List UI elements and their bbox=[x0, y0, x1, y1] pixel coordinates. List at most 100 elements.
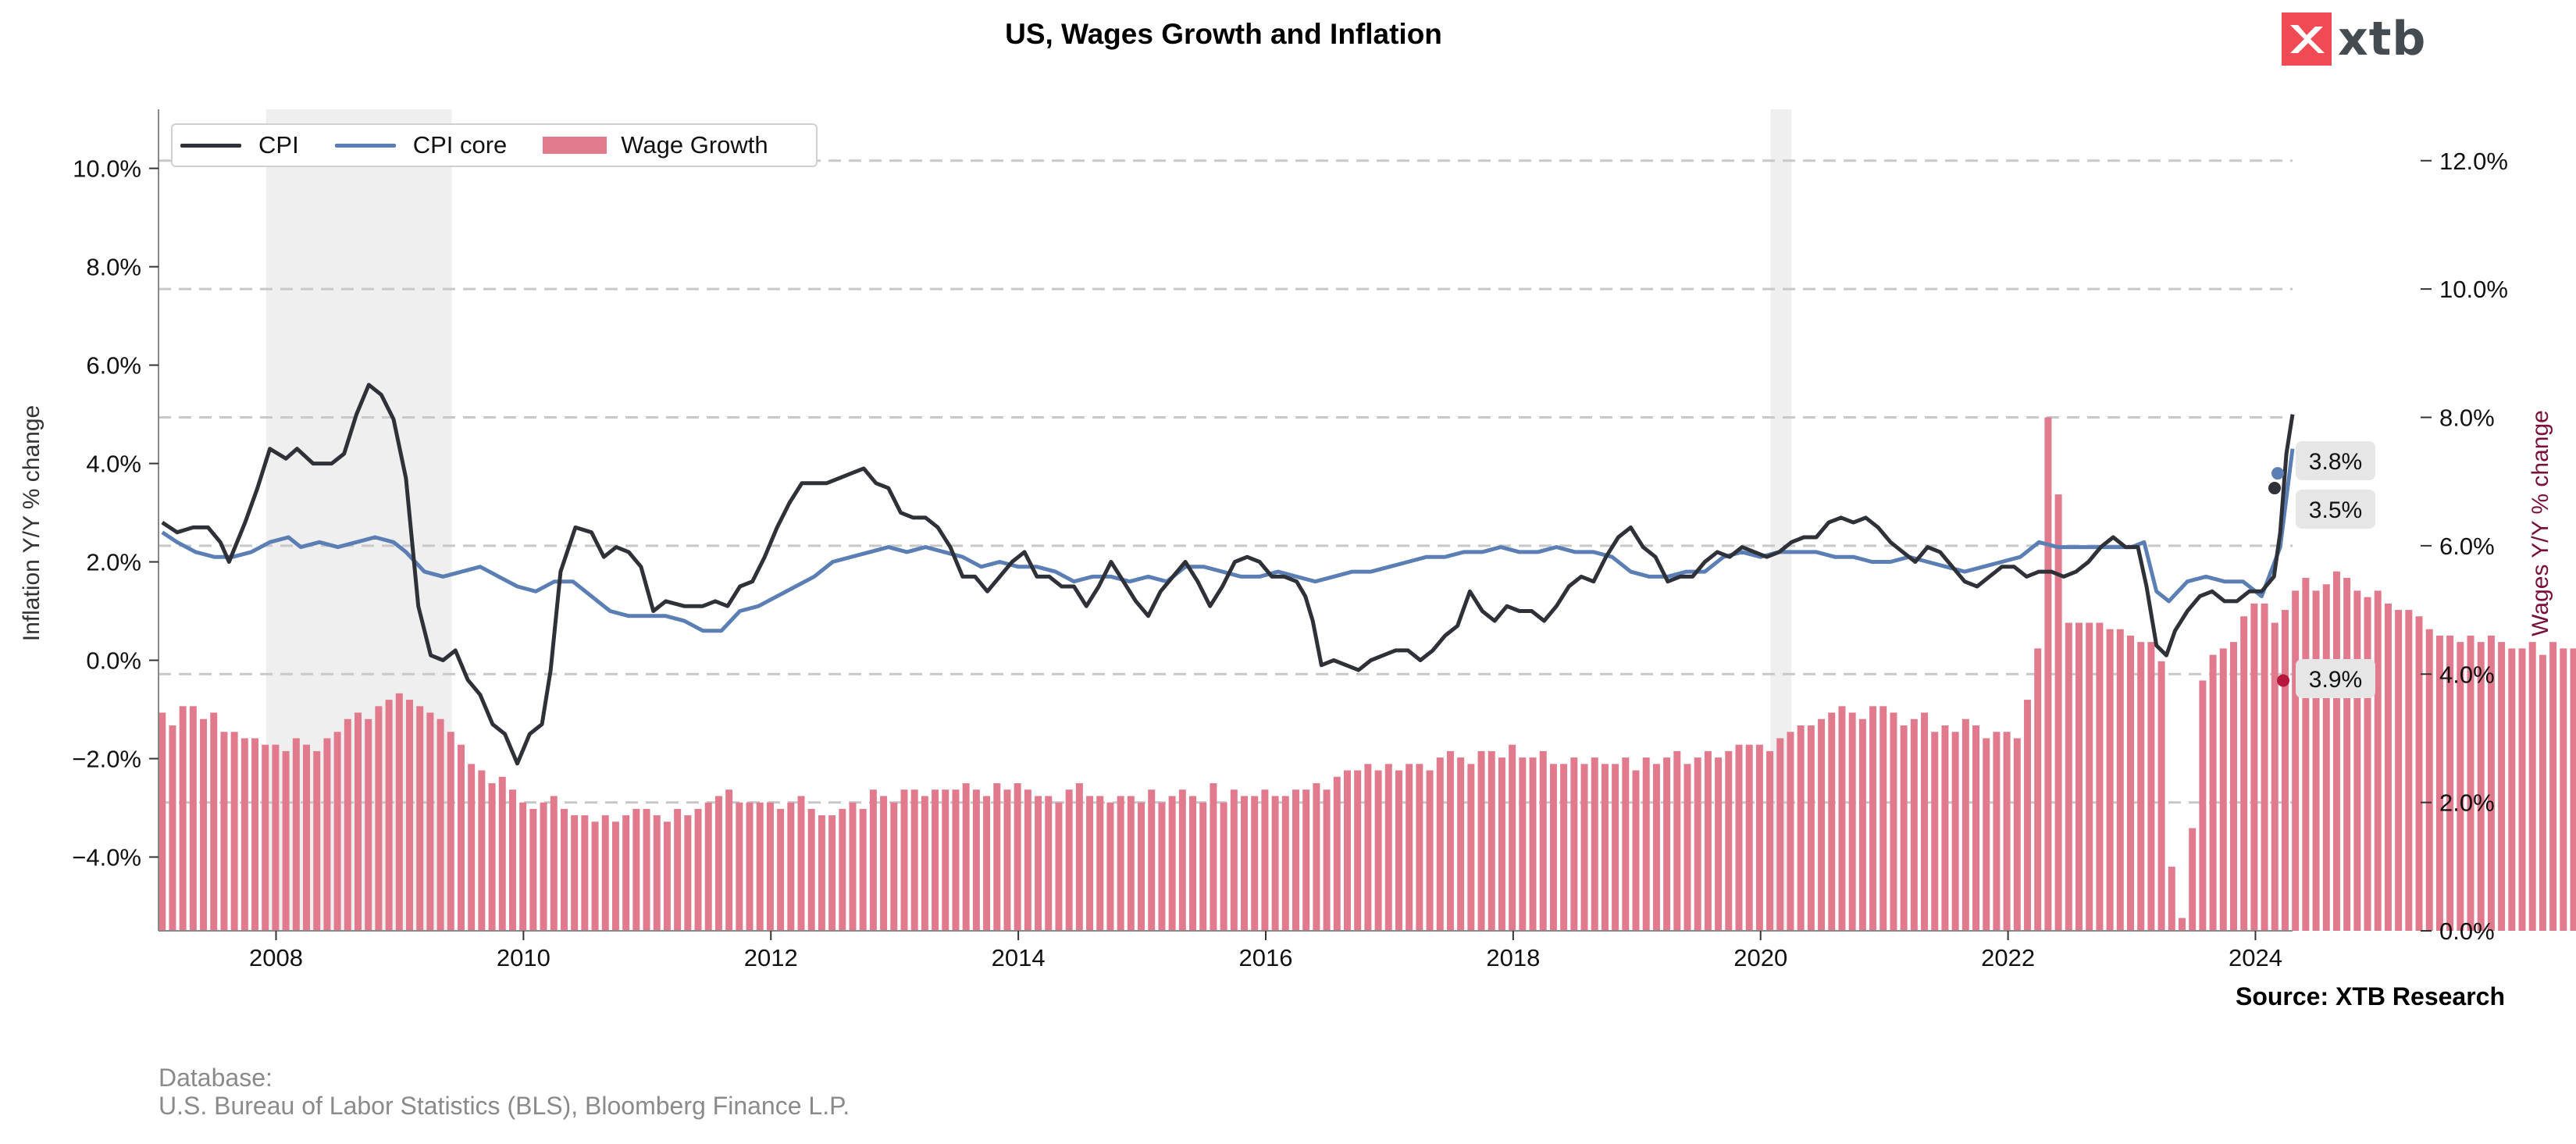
end-marker-cpi-core bbox=[2271, 467, 2284, 480]
wage-bar bbox=[1148, 789, 1156, 931]
wage-bar bbox=[910, 789, 918, 931]
wage-bar bbox=[2435, 635, 2443, 931]
wage-bar bbox=[1313, 782, 1320, 931]
legend-item-cpi-core: CPI core bbox=[334, 131, 507, 159]
wage-bar bbox=[478, 770, 486, 931]
wage-bar bbox=[1828, 712, 1836, 931]
wage-bar bbox=[1189, 796, 1197, 931]
wage-bar bbox=[900, 789, 908, 931]
wage-bar bbox=[1323, 789, 1331, 931]
wage-bar bbox=[457, 744, 465, 931]
wage-bar bbox=[1755, 744, 1763, 931]
wage-bar bbox=[1704, 750, 1712, 931]
end-label-cpi-core: 3.8% bbox=[2309, 449, 2362, 475]
database-text: U.S. Bureau of Labor Statistics (BLS), B… bbox=[159, 1092, 850, 1120]
wage-bar bbox=[1807, 725, 1815, 931]
xtb-logo-text: xtb bbox=[2338, 12, 2427, 66]
x-tick-label: 2022 bbox=[1981, 944, 2035, 971]
wage-bar bbox=[1127, 796, 1135, 931]
wage-bar bbox=[2302, 577, 2310, 931]
wage-bar bbox=[1972, 725, 1980, 931]
wage-bar bbox=[921, 796, 928, 931]
wage-bar bbox=[210, 712, 218, 931]
wage-bar bbox=[714, 796, 722, 931]
wage-bar bbox=[1961, 718, 1969, 931]
right-tick-label: 12.0% bbox=[2439, 148, 2508, 175]
wage-bar bbox=[2199, 680, 2207, 931]
left-tick-label: −2.0% bbox=[72, 746, 141, 773]
xtb-logo-icon bbox=[2282, 12, 2332, 66]
wage-bar bbox=[1787, 732, 1794, 931]
wage-bar bbox=[1138, 802, 1145, 931]
wage-bar bbox=[736, 802, 743, 931]
wage-bar bbox=[2013, 738, 2021, 931]
wage-bar bbox=[1570, 757, 1578, 931]
x-tick-label: 2014 bbox=[992, 944, 1046, 971]
wage-bar bbox=[807, 808, 815, 931]
right-tick-label: 0.0% bbox=[2439, 918, 2495, 945]
wage-bar bbox=[1549, 764, 1557, 931]
wage-bar bbox=[313, 750, 321, 931]
wage-bar bbox=[1632, 770, 1640, 931]
wage-bar bbox=[344, 718, 351, 931]
wage-bar bbox=[272, 744, 280, 931]
wage-bar bbox=[1591, 757, 1598, 931]
left-tick-label: 6.0% bbox=[86, 352, 141, 380]
x-tick-label: 2008 bbox=[249, 944, 303, 971]
wage-bar bbox=[2219, 648, 2227, 931]
wage-bar bbox=[508, 789, 516, 931]
wage-bar bbox=[488, 782, 496, 931]
wage-bar bbox=[2116, 629, 2124, 931]
wage-bar bbox=[663, 821, 671, 931]
wage-bar bbox=[1612, 764, 1619, 931]
wage-bar bbox=[159, 712, 166, 931]
wage-bar bbox=[2096, 622, 2104, 931]
wage-bar bbox=[1900, 725, 1908, 931]
wage-bar bbox=[1106, 802, 1114, 931]
wage-bar bbox=[2374, 590, 2382, 931]
wage-bar bbox=[1302, 789, 1310, 931]
cpi-core-line bbox=[161, 448, 2295, 633]
wage-bar bbox=[1509, 744, 1516, 931]
wage-bar bbox=[468, 764, 476, 931]
wage-bar bbox=[2240, 616, 2248, 931]
wage-bar bbox=[704, 802, 712, 931]
right-tick-label: 8.0% bbox=[2439, 404, 2495, 432]
wage-bar bbox=[240, 738, 248, 931]
wage-bar bbox=[262, 744, 269, 931]
wage-bar bbox=[1848, 712, 1856, 931]
end-marker-cpi bbox=[2268, 482, 2281, 495]
wage-bar bbox=[1416, 764, 1423, 931]
wage-bar bbox=[869, 789, 877, 931]
wage-bar bbox=[1642, 757, 1650, 931]
wage-bar bbox=[2209, 654, 2217, 931]
wage-bar bbox=[2137, 642, 2145, 931]
end-marker-wages bbox=[2277, 674, 2289, 687]
legend-swatch-cpi-core bbox=[334, 143, 396, 148]
wage-bar bbox=[220, 732, 228, 931]
wage-bar bbox=[1951, 732, 1959, 931]
right-tick-label: 2.0% bbox=[2439, 789, 2495, 817]
wage-bar bbox=[591, 821, 599, 931]
wage-bar bbox=[395, 693, 403, 931]
wage-bar bbox=[416, 706, 424, 931]
wage-bar bbox=[1601, 764, 1609, 931]
wage-bar bbox=[1261, 789, 1269, 931]
wage-bar bbox=[2487, 635, 2495, 931]
wage-bar bbox=[1199, 802, 1207, 931]
wage-bar bbox=[859, 808, 867, 931]
wage-bar bbox=[2405, 610, 2413, 931]
chart-legend: CPI CPI core Wage Growth bbox=[171, 123, 818, 167]
gridlines bbox=[159, 159, 2293, 804]
wage-bar bbox=[2498, 642, 2506, 931]
wage-bar bbox=[1766, 750, 1774, 931]
left-tick-label: 10.0% bbox=[73, 155, 141, 183]
end-label-box-wages bbox=[2296, 659, 2375, 698]
wage-bar bbox=[1477, 750, 1485, 931]
wage-bar bbox=[2415, 616, 2423, 931]
wage-bar bbox=[385, 700, 393, 931]
wage-bar bbox=[571, 815, 579, 931]
wage-bar bbox=[1086, 796, 1094, 931]
legend-item-cpi: CPI bbox=[180, 131, 299, 159]
wage-bar bbox=[2065, 622, 2072, 931]
